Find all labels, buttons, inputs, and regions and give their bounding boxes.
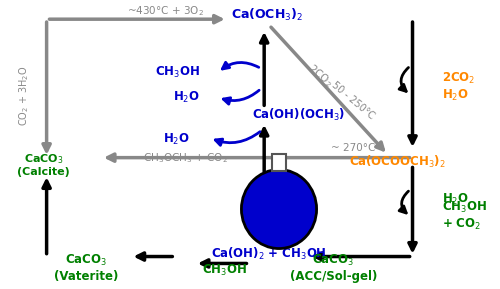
Text: 50 - 250°C: 50 - 250°C <box>330 80 376 121</box>
Text: CaCO$_3$
(Vaterite): CaCO$_3$ (Vaterite) <box>54 253 118 284</box>
Text: H$_2$O: H$_2$O <box>173 90 200 105</box>
Text: ~ 270°C: ~ 270°C <box>331 143 376 153</box>
Text: CH$_3$OH: CH$_3$OH <box>202 263 247 278</box>
Text: CO$_2$ + 3H$_2$O: CO$_2$ + 3H$_2$O <box>17 65 31 126</box>
Text: H$_2$O: H$_2$O <box>442 88 469 103</box>
Text: CaCO$_3$
(ACC/Sol-gel): CaCO$_3$ (ACC/Sol-gel) <box>290 253 377 284</box>
Text: Ca(OH)$_2$ + CH$_3$OH: Ca(OH)$_2$ + CH$_3$OH <box>211 246 327 262</box>
Text: 2CO$_2$: 2CO$_2$ <box>442 71 476 86</box>
Text: H$_2$O: H$_2$O <box>163 132 190 147</box>
Ellipse shape <box>242 170 316 249</box>
Text: CH$_3$OH
+ CO$_2$: CH$_3$OH + CO$_2$ <box>442 200 487 232</box>
Text: Ca(OCH$_3$)$_2$: Ca(OCH$_3$)$_2$ <box>231 7 303 23</box>
Text: CH$_3$OCH$_3$ + CO$_2$: CH$_3$OCH$_3$ + CO$_2$ <box>142 151 228 164</box>
Text: Ca(OH)(OCH$_3$): Ca(OH)(OCH$_3$) <box>252 107 346 123</box>
FancyBboxPatch shape <box>272 154 286 171</box>
Text: H$_2$O: H$_2$O <box>442 192 469 207</box>
Text: CaCO$_3$
(Calcite): CaCO$_3$ (Calcite) <box>18 152 70 177</box>
Text: ~430°C + 3O$_2$: ~430°C + 3O$_2$ <box>127 4 204 18</box>
Text: Ca(OCOOCH$_3$)$_2$: Ca(OCOOCH$_3$)$_2$ <box>350 153 446 170</box>
Text: 2CO$_2$: 2CO$_2$ <box>306 61 336 90</box>
Text: CH$_3$OH: CH$_3$OH <box>155 65 200 80</box>
